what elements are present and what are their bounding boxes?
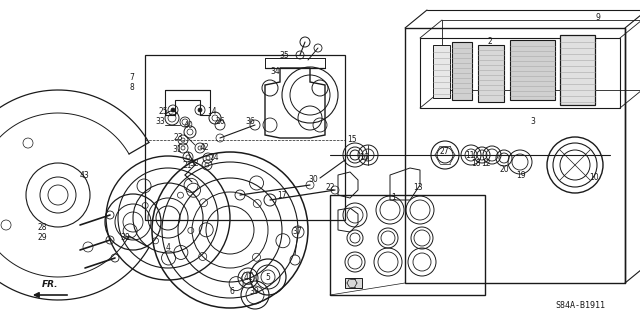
Polygon shape [560, 35, 595, 105]
Text: 30: 30 [308, 175, 318, 184]
Text: 32: 32 [189, 159, 199, 167]
Text: 16: 16 [359, 153, 369, 162]
Polygon shape [345, 278, 362, 288]
Text: 19: 19 [516, 170, 526, 180]
Text: 25: 25 [158, 108, 168, 116]
Text: 38: 38 [120, 233, 130, 241]
Text: 4: 4 [166, 242, 170, 251]
Text: 36: 36 [245, 117, 255, 127]
Text: FR.: FR. [42, 280, 58, 289]
Text: 35: 35 [279, 51, 289, 61]
Text: 31: 31 [172, 145, 182, 153]
Bar [420, 38, 620, 108]
Text: 12: 12 [481, 159, 491, 167]
Text: 17: 17 [277, 190, 287, 199]
Text: 26: 26 [215, 117, 225, 127]
Bar [330, 195, 485, 295]
Text: 2: 2 [488, 38, 492, 47]
Circle shape [198, 108, 202, 112]
Text: 3: 3 [531, 117, 536, 127]
Text: 22: 22 [325, 182, 335, 191]
Text: 43: 43 [79, 170, 89, 180]
Text: 37: 37 [292, 227, 302, 236]
Text: 5: 5 [266, 272, 271, 281]
Text: 10: 10 [589, 174, 599, 182]
Text: 15: 15 [347, 136, 357, 145]
Text: 42: 42 [199, 144, 209, 152]
Text: 9: 9 [596, 13, 600, 23]
Text: 8: 8 [130, 84, 134, 93]
Text: 29: 29 [37, 234, 47, 242]
Text: 13: 13 [413, 183, 423, 192]
Text: S84A-B1911: S84A-B1911 [555, 300, 605, 309]
Text: 14: 14 [207, 108, 217, 116]
Text: 18: 18 [471, 159, 481, 167]
Text: 24: 24 [209, 153, 219, 162]
Text: 20: 20 [499, 166, 509, 174]
Text: 11: 11 [465, 151, 475, 160]
Text: 33: 33 [155, 117, 165, 127]
Polygon shape [433, 45, 450, 98]
Text: 41: 41 [243, 273, 253, 283]
Bar [405, 28, 625, 283]
Polygon shape [478, 45, 504, 102]
Text: 34: 34 [270, 68, 280, 77]
Circle shape [171, 108, 175, 112]
Polygon shape [510, 40, 555, 100]
Polygon shape [452, 42, 472, 100]
Text: 6: 6 [230, 287, 234, 296]
Text: 7: 7 [129, 73, 134, 83]
Text: 39: 39 [249, 287, 259, 296]
Text: 28: 28 [37, 224, 47, 233]
Text: 23: 23 [173, 133, 183, 143]
Text: 21: 21 [182, 160, 192, 169]
Text: 27: 27 [439, 147, 449, 157]
Text: 40: 40 [184, 121, 194, 130]
Bar [145, 55, 345, 220]
Text: 1: 1 [392, 192, 396, 202]
